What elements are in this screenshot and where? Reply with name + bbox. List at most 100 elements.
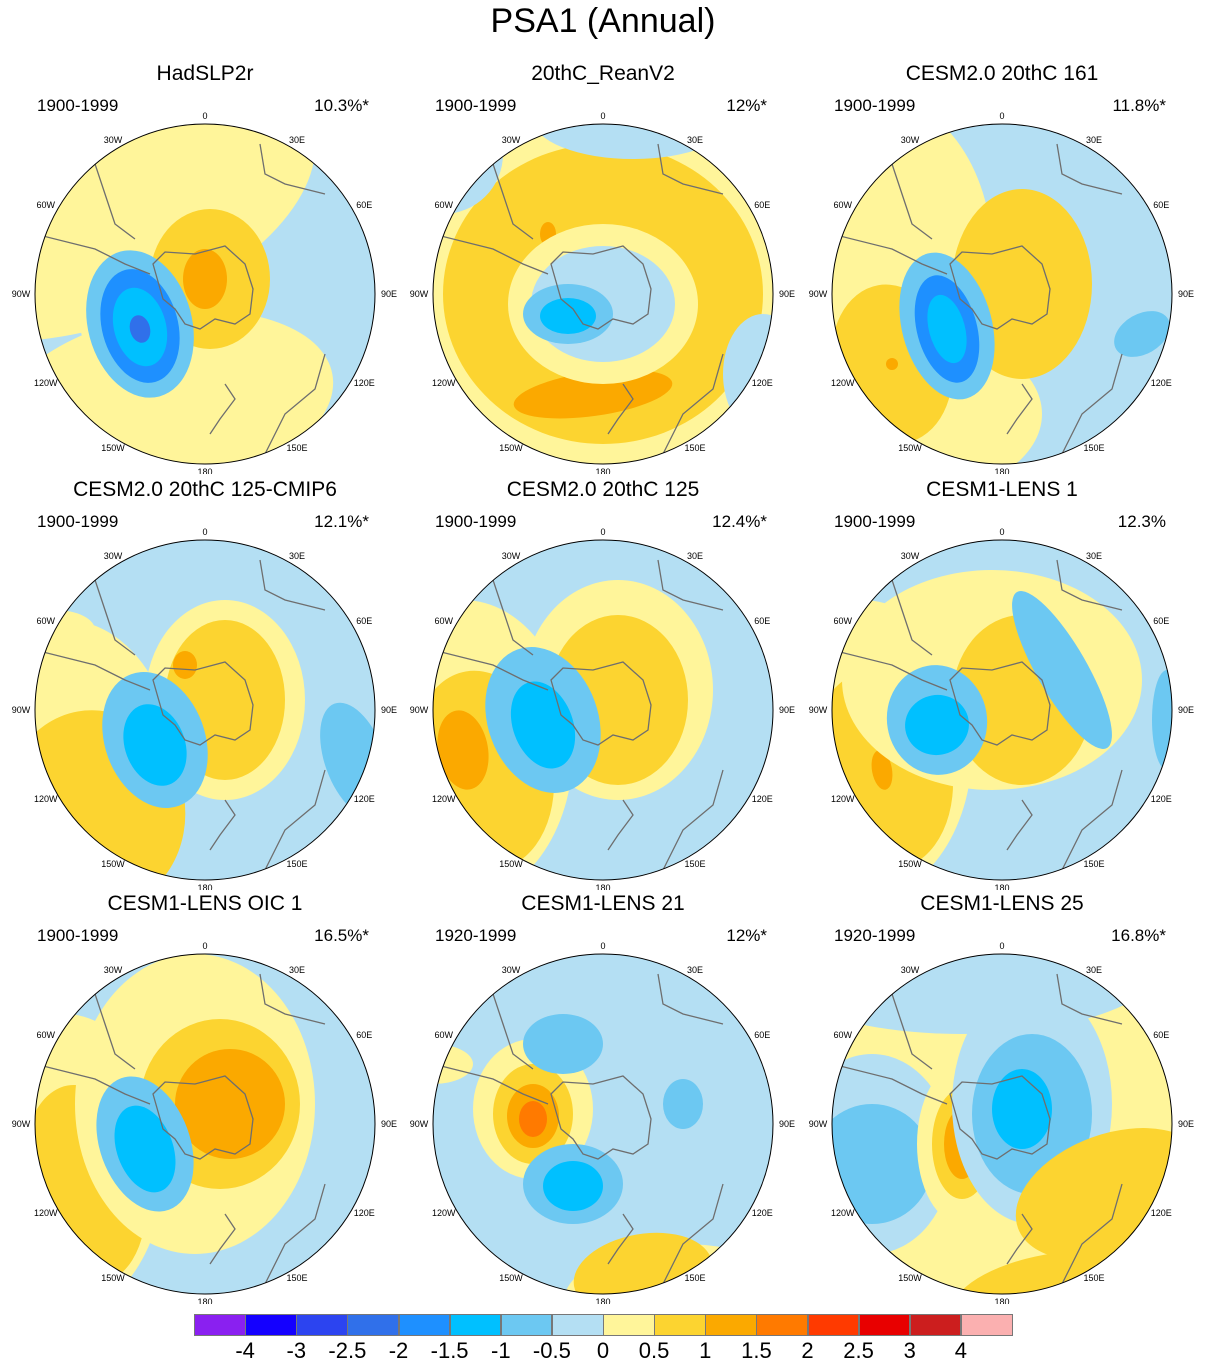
panel-period: 1920-1999 bbox=[435, 926, 517, 945]
longitude-label: 90E bbox=[1178, 705, 1194, 715]
longitude-label: 0 bbox=[999, 941, 1004, 951]
coastline bbox=[1056, 559, 1123, 611]
map-border bbox=[432, 123, 774, 465]
panel-variance-percent: 12.1%* bbox=[314, 512, 369, 531]
longitude-label: 60E bbox=[356, 616, 372, 626]
longitude-label: 120W bbox=[831, 1208, 855, 1218]
map-panel: CESM2.0 20thC 125 1900-1999 12.4%* 0 30E 60E 9… bbox=[403, 478, 803, 890]
longitude-label: 90W bbox=[410, 1119, 429, 1129]
panel-title: 20thC_ReanV2 bbox=[531, 62, 675, 85]
longitude-label: 90E bbox=[1178, 289, 1194, 299]
longitude-label: 30E bbox=[289, 135, 305, 145]
longitude-label: 30E bbox=[687, 965, 703, 975]
longitude-label: 120E bbox=[1151, 1208, 1172, 1218]
longitude-label: 30W bbox=[104, 965, 123, 975]
coastline bbox=[832, 649, 948, 691]
coastline bbox=[657, 143, 724, 195]
panel-title: HadSLP2r bbox=[156, 62, 254, 85]
pressure-contour bbox=[173, 651, 197, 679]
coastline bbox=[433, 233, 549, 275]
pressure-contour bbox=[886, 358, 898, 370]
longitude-label: 120E bbox=[1151, 378, 1172, 388]
panel-period: 1900-1999 bbox=[435, 96, 517, 115]
longitude-label: 30E bbox=[1086, 135, 1102, 145]
longitude-label: 60E bbox=[754, 1030, 770, 1040]
panel-title: CESM2.0 20thC 125-CMIP6 bbox=[73, 478, 337, 501]
colorbar-swatch bbox=[347, 1314, 399, 1336]
longitude-label: 90E bbox=[381, 289, 397, 299]
coastline bbox=[209, 1213, 236, 1265]
map-border bbox=[34, 539, 376, 881]
colorbar-tick-label: -3 bbox=[286, 1338, 307, 1363]
polar-map: 0 30E 60E 90E 120E 150E 180 150W 120W 90W 60W 30W bbox=[809, 941, 1194, 1304]
pressure-contour bbox=[519, 1101, 547, 1137]
longitude-label: 150E bbox=[684, 1273, 705, 1283]
longitude-label: 0 bbox=[202, 111, 207, 121]
longitude-label: 180 bbox=[595, 1297, 610, 1304]
pressure-contour bbox=[513, 369, 673, 419]
coastline bbox=[657, 973, 724, 1025]
longitude-label: 30W bbox=[901, 551, 920, 561]
longitude-label: 180 bbox=[994, 1297, 1009, 1304]
coastline bbox=[35, 649, 151, 691]
map-border bbox=[34, 123, 376, 465]
colorbar-swatch bbox=[705, 1314, 757, 1336]
panel-period: 1900-1999 bbox=[435, 512, 517, 531]
coastline bbox=[662, 1183, 724, 1285]
coastline bbox=[433, 1063, 549, 1105]
coastline bbox=[550, 245, 652, 330]
longitude-label: 150W bbox=[499, 859, 523, 869]
longitude-label: 180 bbox=[994, 467, 1009, 474]
polar-map: 0 30E 60E 90E 120E 150E 180 150W 120W 90W 60W 30W bbox=[410, 941, 795, 1304]
coastline bbox=[259, 559, 326, 611]
pressure-contour bbox=[175, 1049, 285, 1159]
pressure-contour bbox=[129, 315, 151, 343]
map-border bbox=[831, 953, 1173, 1295]
longitude-label: 150E bbox=[286, 859, 307, 869]
polar-map: 0 30E 60E 90E 120E 150E 180 150W 120W 90W 60W 30W bbox=[410, 527, 795, 890]
pressure-contour bbox=[832, 1104, 932, 1224]
coastline bbox=[550, 661, 652, 746]
longitude-label: 60W bbox=[434, 616, 453, 626]
coastline bbox=[35, 1063, 151, 1105]
colorbar-tick-label: 2 bbox=[801, 1338, 814, 1363]
longitude-label: 150W bbox=[101, 443, 125, 453]
panel-period: 1920-1999 bbox=[834, 926, 916, 945]
coastline bbox=[1006, 1213, 1033, 1265]
longitude-label: 120E bbox=[354, 1208, 375, 1218]
longitude-label: 120E bbox=[354, 378, 375, 388]
longitude-label: 30E bbox=[289, 965, 305, 975]
colorbar-tick-label: 0.5 bbox=[638, 1338, 670, 1363]
coastline bbox=[1056, 973, 1123, 1025]
longitude-label: 150E bbox=[1083, 859, 1104, 869]
pressure-contour bbox=[871, 750, 893, 790]
longitude-label: 180 bbox=[994, 883, 1009, 890]
longitude-label: 60E bbox=[1153, 1030, 1169, 1040]
colorbar-tick-label: -1.5 bbox=[430, 1338, 469, 1363]
polar-map: 0 30E 60E 90E 120E 150E 180 150W 120W 90W 60W 30W bbox=[12, 527, 397, 890]
coastline bbox=[264, 1183, 326, 1285]
longitude-label: 120W bbox=[432, 1208, 456, 1218]
coastline bbox=[662, 353, 724, 455]
longitude-label: 60W bbox=[434, 1030, 453, 1040]
longitude-label: 60W bbox=[434, 200, 453, 210]
colorbar-swatch bbox=[500, 1314, 553, 1336]
longitude-label: 180 bbox=[197, 1297, 212, 1304]
longitude-label: 60E bbox=[754, 200, 770, 210]
longitude-label: 30W bbox=[502, 965, 521, 975]
map-border bbox=[831, 539, 1173, 881]
map-panel: 20thC_ReanV2 1900-1999 12%* 0 30E 60E 90E 120E 1… bbox=[403, 62, 803, 474]
colorbar-tick-label: 4 bbox=[954, 1338, 968, 1363]
colorbar-tick-label: 0 bbox=[596, 1338, 610, 1363]
panel-period: 1900-1999 bbox=[834, 512, 916, 531]
pressure-contour bbox=[183, 249, 227, 309]
longitude-label: 120W bbox=[34, 378, 58, 388]
longitude-label: 180 bbox=[595, 467, 610, 474]
longitude-label: 60W bbox=[833, 616, 852, 626]
longitude-label: 150W bbox=[499, 1273, 523, 1283]
pressure-contour bbox=[927, 294, 967, 364]
map-border bbox=[432, 539, 774, 881]
longitude-label: 120W bbox=[831, 794, 855, 804]
longitude-label: 150E bbox=[684, 443, 705, 453]
longitude-label: 120W bbox=[432, 794, 456, 804]
